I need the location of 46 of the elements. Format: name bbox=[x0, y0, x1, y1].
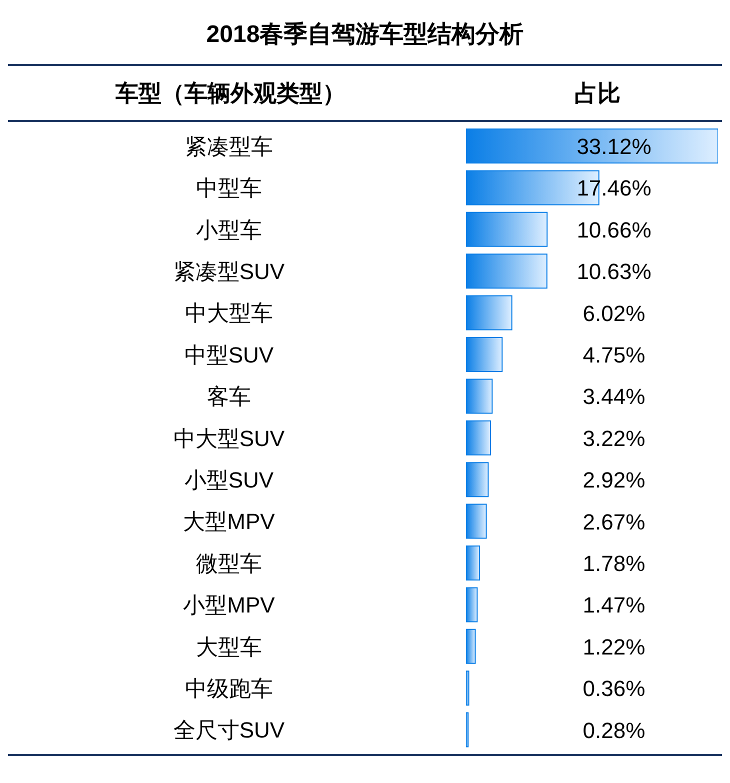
y-tick-label: 中大型车 bbox=[185, 300, 273, 326]
y-tick-label: 小型SUV bbox=[184, 467, 274, 492]
bar bbox=[466, 712, 469, 748]
bar bbox=[466, 337, 503, 372]
y-tick-label: 小型MPV bbox=[183, 592, 276, 618]
y-tick-label: 大型车 bbox=[196, 634, 262, 660]
data-label: 0.36% bbox=[582, 676, 646, 702]
chart-title: 2018春季自驾游车型结构分析 bbox=[8, 8, 722, 66]
y-tick-label: 中级跑车 bbox=[185, 676, 273, 701]
y-tick-label: 紧凑型车 bbox=[185, 134, 273, 159]
y-tick-label: 大型MPV bbox=[183, 509, 276, 534]
data-label: 1.47% bbox=[582, 592, 646, 618]
bar bbox=[466, 128, 718, 164]
data-label: 10.63% bbox=[576, 259, 652, 284]
y-tick-label: 小型车 bbox=[196, 217, 262, 242]
bar bbox=[466, 546, 480, 580]
data-label: 3.22% bbox=[582, 426, 646, 451]
y-tick-label: 中大型SUV bbox=[173, 426, 285, 451]
bar bbox=[466, 504, 487, 539]
data-label: 4.75% bbox=[582, 342, 646, 368]
bar bbox=[466, 420, 491, 456]
bar bbox=[466, 295, 512, 330]
data-label: 6.02% bbox=[582, 300, 646, 326]
y-tick-label: 客车 bbox=[207, 384, 251, 410]
data-label: 0.28% bbox=[582, 718, 646, 743]
bar bbox=[466, 462, 489, 498]
data-label: 2.92% bbox=[582, 468, 646, 493]
data-label: 33.12% bbox=[576, 134, 652, 159]
bar bbox=[466, 378, 493, 414]
data-label: 3.44% bbox=[582, 384, 646, 410]
y-tick-label: 全尺寸SUV bbox=[173, 718, 285, 743]
y-tick-label: 中型车 bbox=[196, 176, 262, 201]
bar bbox=[466, 587, 478, 622]
y-tick-label: 紧凑型SUV bbox=[173, 258, 285, 284]
data-label: 2.67% bbox=[582, 509, 646, 534]
y-tick-label: 微型车 bbox=[196, 550, 262, 576]
data-label: 1.22% bbox=[582, 634, 646, 660]
data-label: 1.78% bbox=[582, 551, 646, 576]
bar bbox=[466, 628, 476, 664]
bar bbox=[466, 254, 548, 289]
x-axis-title: 占比 bbox=[574, 78, 622, 108]
bar bbox=[466, 212, 548, 247]
bar bbox=[466, 670, 470, 706]
data-label: 10.66% bbox=[576, 217, 652, 242]
y-tick-label: 中型SUV bbox=[184, 342, 274, 368]
y-axis-title: 车型（车辆外观类型） bbox=[114, 78, 347, 108]
